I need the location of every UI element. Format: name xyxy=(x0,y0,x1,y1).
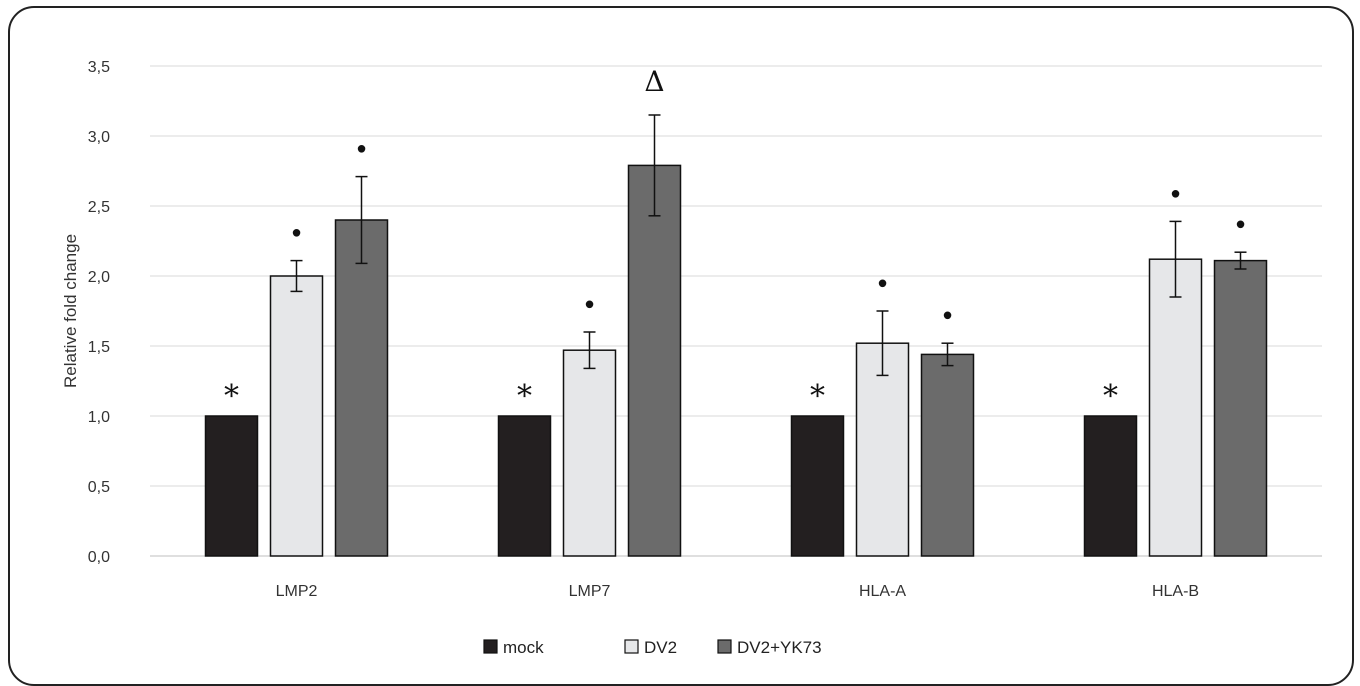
bar-dv2-yk73 xyxy=(334,219,389,557)
significance-mark: * xyxy=(1103,379,1118,414)
bar-dv2-yk73 xyxy=(627,164,682,557)
significance-mark: • xyxy=(289,220,304,250)
significance-mark: * xyxy=(810,379,825,414)
legend-swatch xyxy=(624,639,639,654)
x-tick-label: LMP7 xyxy=(569,583,611,600)
y-axis-label: Relative fold change xyxy=(61,234,80,388)
significance-mark: • xyxy=(1233,211,1248,241)
bar-mock xyxy=(790,415,845,557)
bar-dv2-yk73 xyxy=(920,353,975,557)
bar-dv2 xyxy=(855,342,910,557)
x-tick-label: LMP2 xyxy=(276,583,318,600)
y-tick-label: 1,5 xyxy=(88,339,110,356)
bar-mock xyxy=(497,415,552,557)
significance-mark: * xyxy=(224,379,239,414)
bars: * • • * • Δ * • • * • • xyxy=(204,65,1268,557)
bar-mock xyxy=(204,415,259,557)
x-tick-label: HLA-A xyxy=(859,583,906,600)
y-axis-ticks: 0,0 0,5 1,0 1,5 2,0 2,5 3,0 3,5 xyxy=(88,59,110,566)
x-tick-label: HLA-B xyxy=(1152,583,1199,600)
legend-swatch xyxy=(483,639,498,654)
y-tick-label: 3,5 xyxy=(88,59,110,76)
significance-mark: * xyxy=(517,379,532,414)
significance-mark: • xyxy=(940,302,955,332)
gridlines xyxy=(150,65,1322,557)
legend-label: mock xyxy=(503,638,544,657)
y-tick-label: 3,0 xyxy=(88,129,110,146)
y-tick-label: 0,0 xyxy=(88,549,110,566)
legend-swatch xyxy=(717,639,732,654)
bar-mock xyxy=(1083,415,1138,557)
significance-mark: Δ xyxy=(644,65,664,98)
y-tick-label: 2,0 xyxy=(88,269,110,286)
legend-label: DV2+YK73 xyxy=(737,638,822,657)
bar-dv2-yk73 xyxy=(1213,259,1268,557)
y-tick-label: 0,5 xyxy=(88,479,110,496)
x-axis-ticks: LMP2 LMP7 HLA-A HLA-B xyxy=(276,583,1199,600)
significance-mark: • xyxy=(354,136,369,166)
significance-mark: • xyxy=(1168,180,1183,210)
y-tick-label: 1,0 xyxy=(88,409,110,426)
bar-dv2 xyxy=(269,275,324,557)
bar-dv2 xyxy=(1148,258,1203,557)
bar-dv2 xyxy=(562,349,617,557)
legend: mock DV2 DV2+YK73 xyxy=(483,638,822,657)
legend-label: DV2 xyxy=(644,638,677,657)
y-tick-label: 2,5 xyxy=(88,199,110,216)
significance-mark: • xyxy=(875,270,890,300)
significance-mark: • xyxy=(582,291,597,321)
